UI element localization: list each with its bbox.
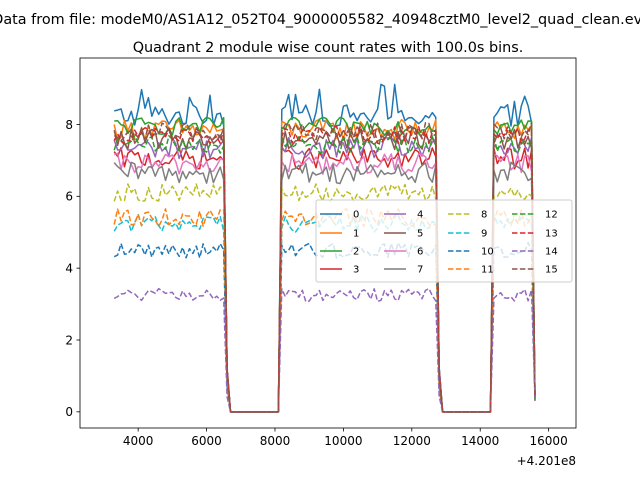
legend-label: 5 <box>417 229 423 240</box>
legend-entry-15: 15 <box>512 265 558 276</box>
legend-entry-2: 2 <box>320 247 359 258</box>
x-tick-label: 10000 <box>324 434 362 448</box>
legend-entry-3: 3 <box>320 265 359 276</box>
x-axis: 4000 6000 8000 10000 12000 14000 16000 <box>123 428 568 448</box>
x-tick-label: 8000 <box>260 434 291 448</box>
legend-label: 14 <box>545 247 558 258</box>
legend-entry-13: 13 <box>512 229 558 240</box>
y-tick-label: 2 <box>65 333 73 347</box>
legend-entry-7: 7 <box>384 265 423 276</box>
x-tick-label: 12000 <box>393 434 431 448</box>
chart-title: Quadrant 2 module wise count rates with … <box>133 40 524 56</box>
x-tick-label: 16000 <box>530 434 568 448</box>
x-tick-label: 4000 <box>123 434 154 448</box>
legend-entry-9: 9 <box>448 229 487 240</box>
legend-entry-6: 6 <box>384 247 423 258</box>
legend-label: 6 <box>417 247 423 258</box>
legend-entry-4: 4 <box>384 210 423 221</box>
legend-entry-1: 1 <box>320 229 359 240</box>
x-tick-label: 6000 <box>191 434 222 448</box>
y-tick-label: 8 <box>65 118 73 132</box>
legend-entry-0: 0 <box>320 210 359 221</box>
legend-entry-14: 14 <box>512 247 558 258</box>
y-tick-label: 6 <box>65 190 73 204</box>
series-line-12 <box>113 134 536 413</box>
legend-label: 0 <box>353 210 359 221</box>
series-line-13 <box>113 125 536 413</box>
legend-entry-10: 10 <box>448 247 494 258</box>
legend-entry-5: 5 <box>384 229 423 240</box>
legend-label: 4 <box>417 210 423 221</box>
legend-entry-8: 8 <box>448 210 487 221</box>
legend-entry-12: 12 <box>512 210 558 221</box>
series-line-15 <box>113 121 536 413</box>
y-tick-label: 4 <box>65 261 73 275</box>
legend-label: 1 <box>353 229 359 240</box>
legend-entry-11: 11 <box>448 265 494 276</box>
legend-label: 8 <box>481 210 487 221</box>
x-offset-label: +4.201e8 <box>517 454 576 468</box>
legend-label: 13 <box>545 229 558 240</box>
y-tick-label: 0 <box>65 405 73 419</box>
x-tick-label: 14000 <box>461 434 499 448</box>
legend-label: 2 <box>353 247 359 258</box>
figure-suptitle: Data from file: modeM0/AS1A12_052T04_900… <box>0 12 640 28</box>
legend-label: 10 <box>481 247 494 258</box>
legend-frame <box>315 199 573 283</box>
legend-label: 15 <box>545 265 558 276</box>
legend-label: 12 <box>545 210 558 221</box>
legend-label: 7 <box>417 265 423 276</box>
legend-label: 9 <box>481 229 487 240</box>
legend-label: 11 <box>481 265 494 276</box>
y-axis: 0 2 4 6 8 <box>65 118 80 419</box>
legend-label: 3 <box>353 265 359 276</box>
axes-frame <box>79 57 577 429</box>
